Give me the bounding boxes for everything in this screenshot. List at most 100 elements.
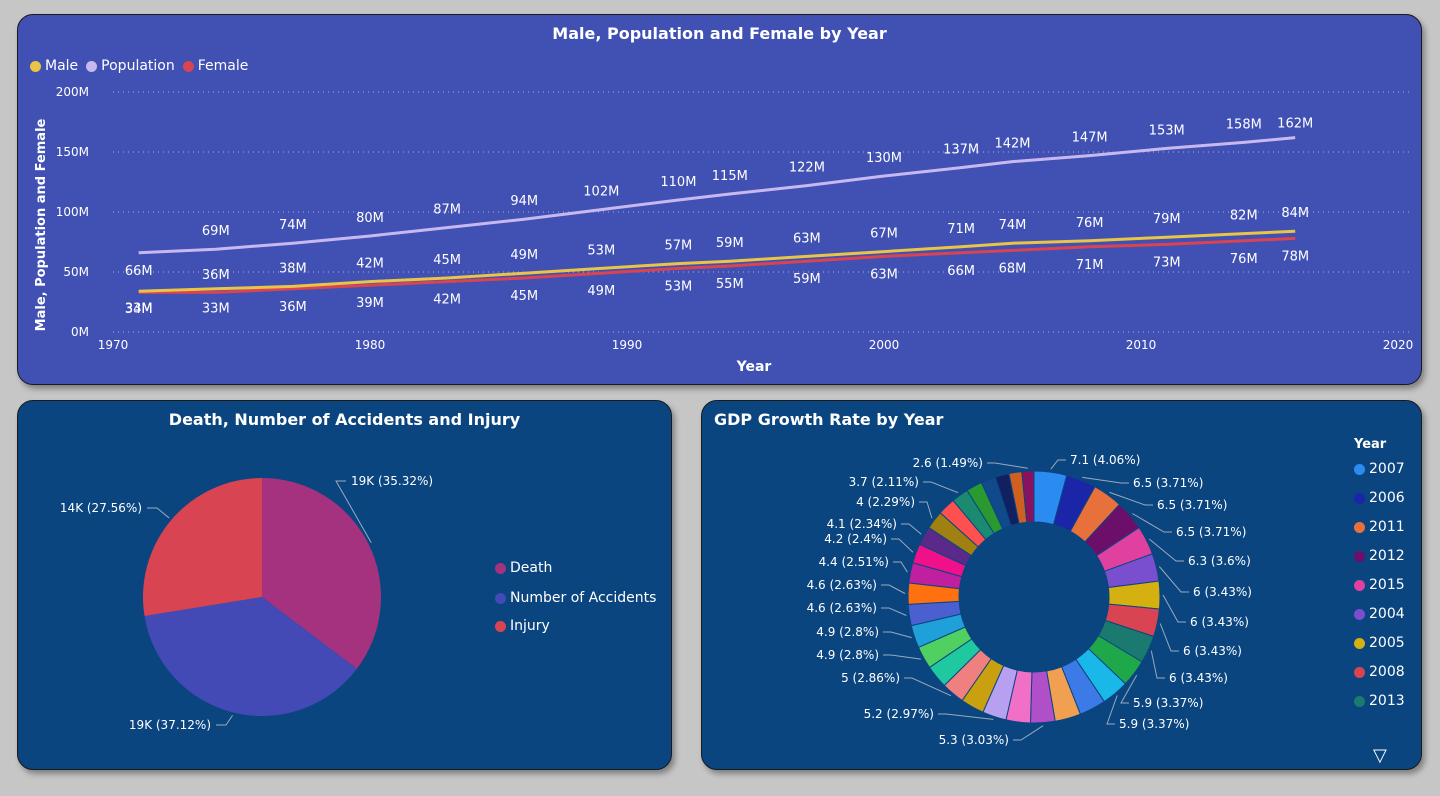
y-tick-label: 200M: [56, 85, 89, 99]
data-label: 66M: [125, 264, 153, 279]
pie-legend-item-death[interactable]: Death: [495, 560, 552, 576]
data-label: 57M: [665, 239, 693, 254]
donut-leader-line: [883, 631, 912, 639]
data-label: 63M: [793, 231, 821, 246]
donut-chart-panel: GDP Growth Rate by Year 7.1 (4.06%) 6.5 (…: [701, 400, 1422, 770]
legend-label-population: Population: [101, 58, 175, 74]
data-label: 67M: [870, 227, 898, 242]
donut-chart-plot: 7.1 (4.06%) 6.5 (3.71%) 6.5 (3.71%) 6.5 (3.…: [807, 453, 1252, 747]
data-label: 158M: [1226, 117, 1262, 132]
pie-legend-item-injury[interactable]: Injury: [495, 618, 550, 634]
donut-legend-dot: [1354, 463, 1365, 475]
donut-data-label: 4.9 (2.8%): [816, 648, 879, 662]
pie-chart-panel: Death, Number of Accidents and Injury 19…: [17, 400, 672, 770]
legend-item-male[interactable]: Male: [30, 58, 78, 74]
donut-data-label: 5 (2.86%): [841, 671, 900, 685]
data-label: 49M: [510, 248, 538, 263]
donut-leader-line: [891, 538, 914, 553]
donut-legend-item[interactable]: 2015: [1354, 577, 1405, 593]
data-label: 63M: [870, 267, 898, 282]
data-label: 36M: [279, 300, 307, 315]
pie-legend-label-accidents: Number of Accidents: [510, 590, 657, 606]
data-label: 49M: [587, 284, 615, 299]
data-label: 76M: [1076, 216, 1104, 231]
donut-data-label: 4.2 (2.4%): [824, 532, 887, 546]
donut-leader-line: [1106, 695, 1118, 725]
donut-legend-item[interactable]: 2006: [1354, 490, 1405, 506]
donut-data-label: 7.1 (4.06%): [1070, 453, 1140, 467]
donut-legend-item[interactable]: 2005: [1354, 635, 1405, 651]
donut-legend-dot: [1354, 550, 1365, 562]
donut-legend-item[interactable]: 2007: [1354, 461, 1405, 477]
donut-leader-line: [904, 677, 952, 697]
donut-data-label: 6 (3.43%): [1190, 615, 1249, 629]
pie-slice-injury: [143, 478, 262, 617]
legend-dot-population: [86, 60, 98, 72]
y-axis-title: Male, Population and Female: [34, 118, 49, 331]
pie-chart-plot: 19K (35.32%) 19K (37.12%) 14K (27.56%): [60, 474, 433, 732]
data-label: 36M: [202, 268, 230, 283]
pie-data-label: 14K (27.56%): [60, 501, 142, 515]
donut-data-label: 6.5 (3.71%): [1157, 498, 1227, 512]
donut-legend-item[interactable]: 2004: [1354, 606, 1405, 622]
legend-label-female: Female: [197, 58, 249, 74]
donut-legend-dot: [1354, 492, 1365, 504]
donut-data-label: 6 (3.43%): [1169, 671, 1228, 685]
donut-data-label: 5.9 (3.37%): [1119, 717, 1189, 731]
donut-data-label: 2.6 (1.49%): [913, 456, 983, 470]
donut-slice: [1021, 470, 1035, 523]
pie-legend-dot-accidents: [495, 592, 506, 604]
legend-scroll-down-icon[interactable]: ▽: [1373, 745, 1387, 766]
donut-legend-item[interactable]: 2013: [1354, 693, 1405, 709]
data-label: 122M: [789, 161, 825, 176]
donut-data-label: 5.2 (2.97%): [864, 707, 934, 721]
data-label: 33M: [202, 301, 230, 316]
data-label: 74M: [999, 218, 1027, 233]
donut-leader-line: [1132, 513, 1172, 533]
data-label: 55M: [716, 277, 744, 292]
pie-slice-death: [262, 478, 382, 669]
pie-legend-label-death: Death: [510, 560, 553, 576]
data-label: 45M: [510, 289, 538, 304]
data-label: 76M: [1230, 252, 1258, 267]
donut-legend-title: Year: [1354, 437, 1387, 452]
donut-legend-item[interactable]: 2011: [1354, 519, 1405, 535]
data-label: 110M: [660, 175, 696, 190]
donut-legend-label: 2013: [1369, 693, 1405, 709]
donut-data-label: 6.5 (3.71%): [1133, 476, 1203, 490]
donut-leader-line: [1150, 650, 1165, 679]
data-label: 59M: [716, 236, 744, 251]
donut-legend-item[interactable]: 2008: [1354, 664, 1405, 680]
donut-leader-line: [1109, 491, 1153, 506]
data-label: 53M: [587, 243, 615, 258]
donut-data-label: 4.6 (2.63%): [807, 601, 877, 615]
donut-leader-line: [901, 523, 922, 535]
data-label: 73M: [1153, 255, 1181, 270]
data-label: 66M: [947, 264, 975, 279]
pie-legend-item-accidents[interactable]: Number of Accidents: [495, 590, 656, 606]
pie-leader-line: [147, 507, 170, 519]
line-chart-plot: Male, Population and Female Year 0M 50M 10…: [34, 85, 1413, 375]
pie-leader-line: [335, 480, 372, 543]
donut-legend-item[interactable]: 2012: [1354, 548, 1405, 564]
legend-item-female[interactable]: Female: [182, 58, 249, 74]
donut-data-label: 6.5 (3.71%): [1176, 525, 1246, 539]
pie-legend-label-injury: Injury: [510, 618, 550, 634]
data-label: 53M: [665, 279, 693, 294]
data-label: 68M: [999, 261, 1027, 276]
donut-legend-dot: [1354, 608, 1365, 620]
donut-leader-line: [1013, 725, 1044, 741]
donut-legend-label: 2007: [1369, 461, 1405, 477]
donut-legend-label: 2015: [1369, 577, 1405, 593]
data-label: 39M: [356, 296, 384, 311]
pie-data-label: 19K (35.32%): [351, 474, 433, 488]
donut-legend-dot: [1354, 579, 1365, 591]
data-label: 84M: [1281, 206, 1309, 221]
donut-leader-line: [881, 607, 907, 616]
donut-legend-label: 2006: [1369, 490, 1405, 506]
x-tick-label: 2000: [869, 338, 900, 352]
donut-leader-line: [881, 584, 906, 594]
legend-item-population[interactable]: Population: [86, 58, 175, 74]
data-label: 74M: [279, 218, 307, 233]
data-label: 130M: [866, 151, 902, 166]
